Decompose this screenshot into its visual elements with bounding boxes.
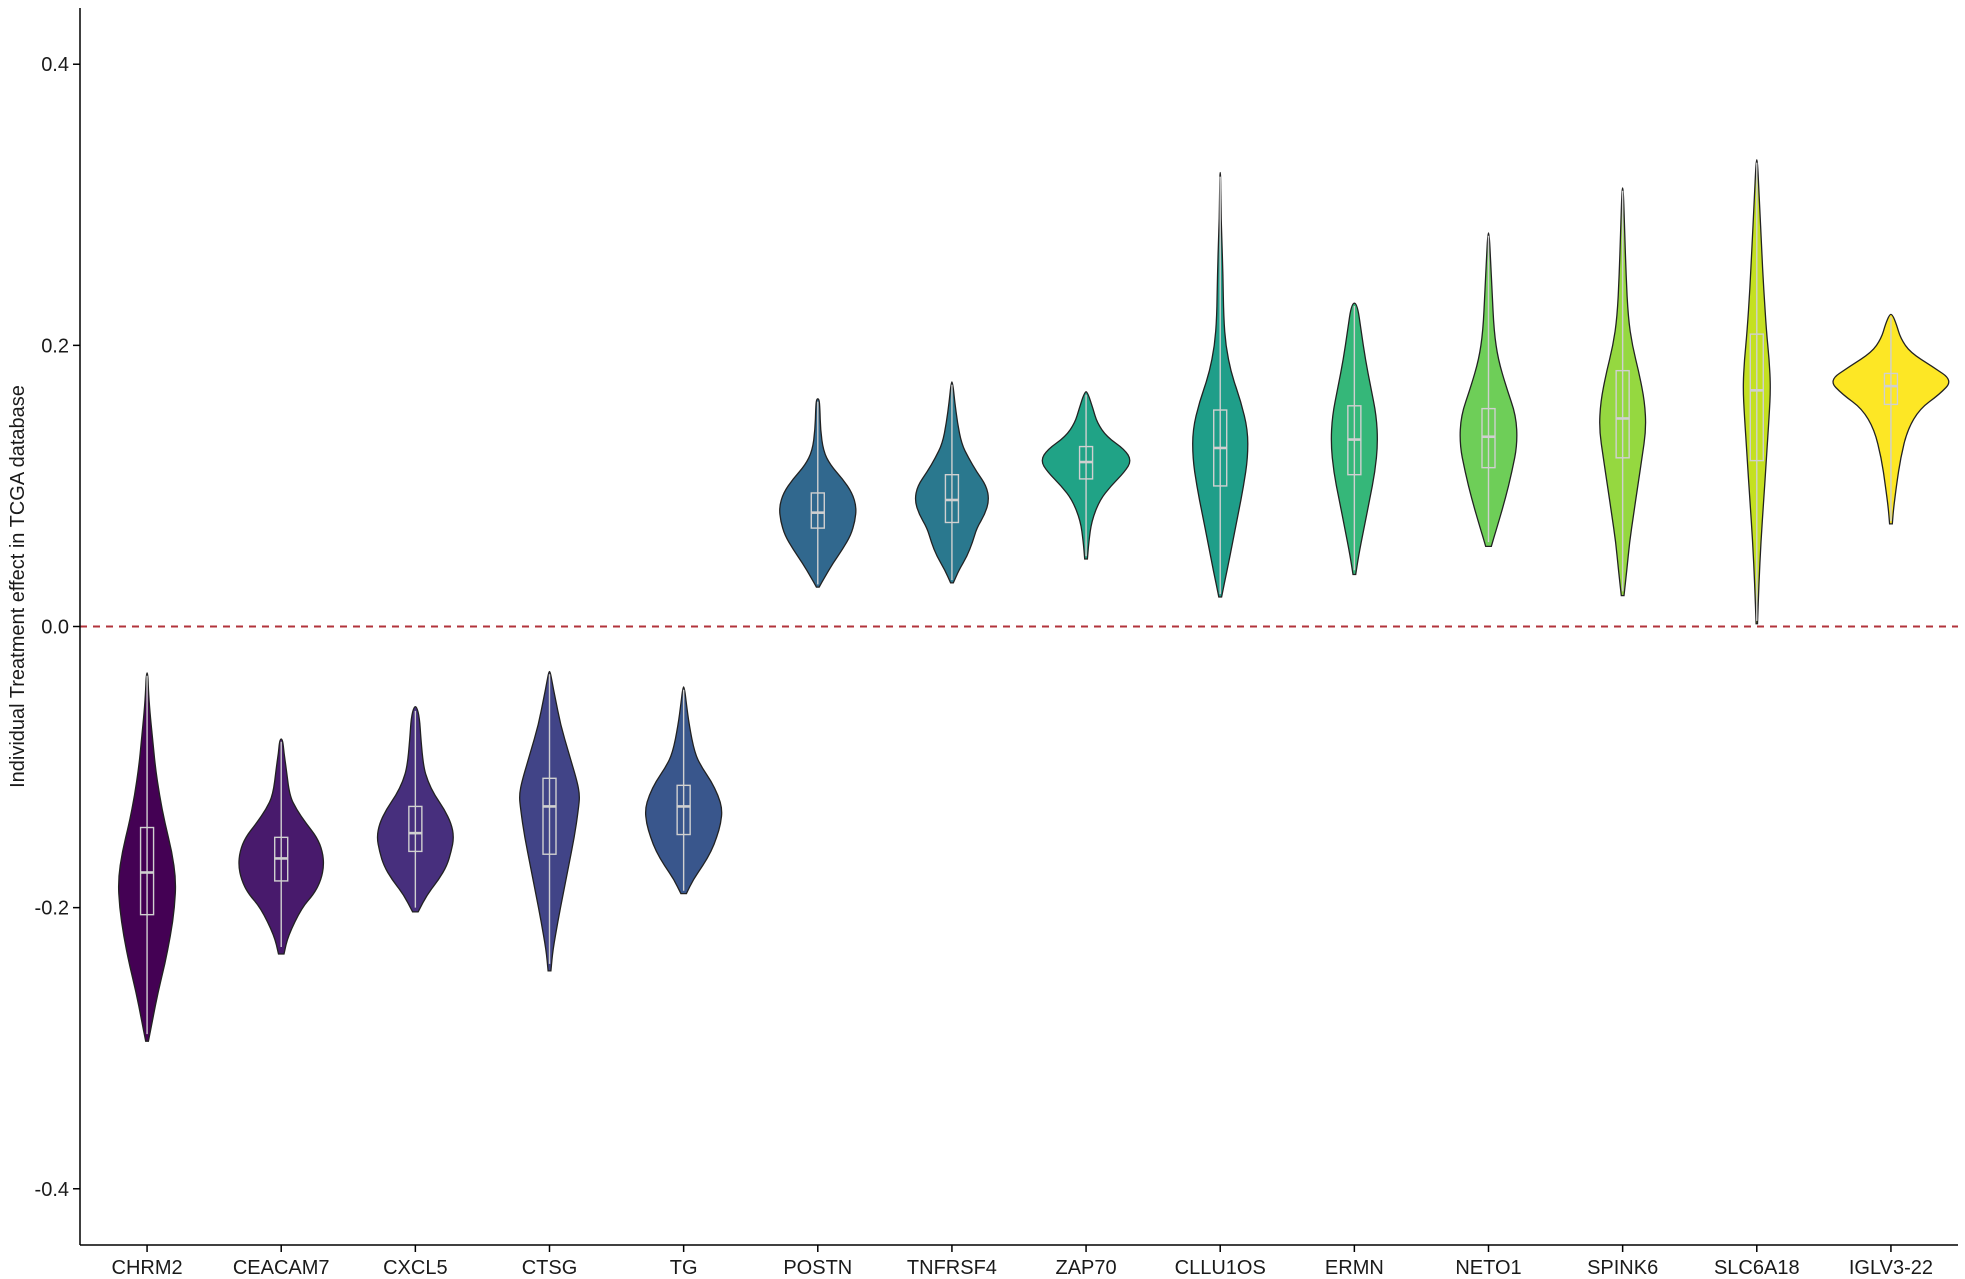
iqr-box [139, 826, 155, 916]
x-tick-label: CHRM2 [112, 1257, 183, 1279]
x-tick-label: SPINK6 [1587, 1257, 1658, 1279]
iqr-box [1883, 372, 1899, 406]
x-tick-label: ERMN [1325, 1257, 1384, 1279]
y-axis-title: Individual Treatment effect in TCGA data… [7, 385, 29, 788]
y-tick-label: 0.0 [41, 617, 69, 639]
y-tick-label: -0.4 [35, 1179, 69, 1201]
iqr-box [1749, 333, 1764, 462]
x-tick-group: CHRM2 CEACAM7 CXCL5 CTSG TG POSTN TNFRSF4 ZAP70… [112, 1245, 1933, 1279]
x-tick-label: ZAP70 [1055, 1257, 1116, 1279]
x-tick-label: SLC6A18 [1714, 1257, 1800, 1279]
violin-group [117, 159, 1950, 1042]
x-tick-label: IGLV3-22 [1849, 1257, 1933, 1279]
y-tick-label: 0.2 [41, 335, 69, 357]
x-tick-label: CXCL5 [383, 1257, 447, 1279]
iqr-box [676, 784, 691, 836]
iqr-box [1481, 407, 1496, 469]
iqr-box [944, 473, 960, 524]
x-tick-label: POSTN [783, 1257, 852, 1279]
iqr-box [542, 777, 557, 855]
x-tick-label: CLLU1OS [1175, 1257, 1266, 1279]
x-tick-label: CTSG [522, 1257, 578, 1279]
iqr-box [408, 805, 423, 853]
y-tick-label: -0.2 [35, 898, 69, 920]
x-tick-label: TNFRSF4 [907, 1257, 997, 1279]
iqr-box [810, 492, 825, 529]
x-tick-label: TG [670, 1257, 698, 1279]
y-tick-group: 0.4 0.2 0.0 -0.2 -0.4 [35, 54, 80, 1201]
x-tick-label: CEACAM7 [233, 1257, 330, 1279]
iqr-box [1615, 369, 1630, 459]
y-tick-label: 0.4 [41, 54, 69, 76]
x-tick-label: NETO1 [1455, 1257, 1521, 1279]
